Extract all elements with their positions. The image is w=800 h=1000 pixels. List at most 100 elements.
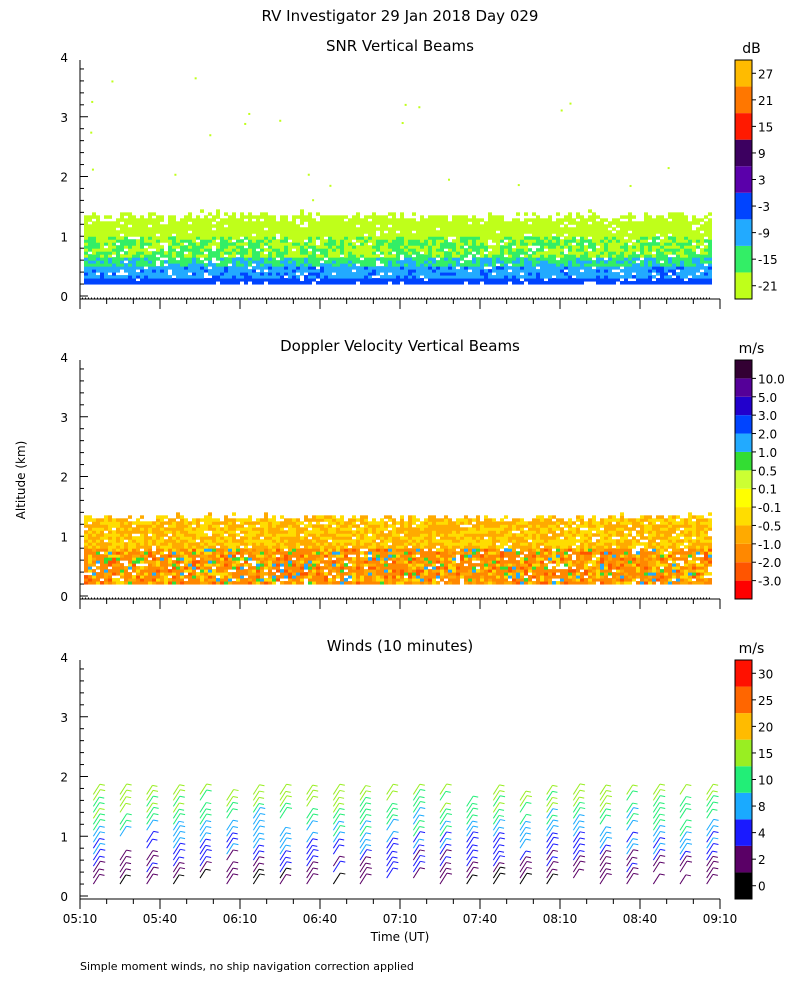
doppler-cell [352,524,356,528]
snr-cell [320,275,324,279]
snr-cell [448,248,452,252]
snr-cell [632,215,636,219]
snr-cell [224,230,228,234]
snr-cell [184,281,188,285]
doppler-cell [300,554,304,558]
snr-cell [620,221,624,225]
doppler-cell [280,521,284,525]
snr-cell [704,275,708,279]
snr-cell [684,221,688,225]
doppler-cell [244,530,248,534]
snr-cell [92,248,96,252]
snr-cell [592,242,596,246]
snr-cell [704,278,708,282]
snr-cell [592,221,596,225]
snr-cell [456,257,460,261]
snr-cell [320,242,324,246]
doppler-cell [96,518,100,522]
snr-cell [396,224,400,228]
snr-cell [576,212,580,216]
doppler-cell [276,569,280,573]
snr-cell [500,218,504,222]
doppler-colorbar-segment [735,507,752,526]
snr-cell [660,242,664,246]
snr-cell [600,233,604,237]
snr-cell [564,254,568,258]
snr-cell [604,263,608,267]
doppler-cell [356,554,360,558]
doppler-cell [304,572,308,576]
doppler-cell [324,527,328,531]
snr-cell [420,278,424,282]
snr-cell [532,251,536,255]
doppler-cell [92,545,96,549]
doppler-cell [196,563,200,567]
doppler-cell [264,548,268,552]
doppler-cell [292,578,296,582]
doppler-cell [364,581,368,585]
snr-cell [316,254,320,258]
snr-cell [332,260,336,264]
snr-cell [508,233,512,237]
figure-title: RV Investigator 29 Jan 2018 Day 029 [262,7,539,25]
snr-cell [428,236,432,240]
doppler-cell [204,524,208,528]
doppler-cell [220,542,224,546]
doppler-cell [252,569,256,573]
snr-cell [276,278,280,282]
snr-cell [480,227,484,231]
snr-cell [692,236,696,240]
snr-cell [540,269,544,273]
doppler-cell [340,563,344,567]
snr-cell [460,254,464,258]
snr-cell [220,245,224,249]
snr-cell [252,281,256,285]
doppler-cell [132,569,136,573]
snr-cell [636,269,640,273]
doppler-cell [296,548,300,552]
snr-cell [220,239,224,243]
snr-cell [440,227,444,231]
snr-cell [580,278,584,282]
snr-cell [520,233,524,237]
doppler-cell [376,575,380,579]
doppler-cell [140,566,144,570]
snr-cell [544,224,548,228]
doppler-cell [96,536,100,540]
snr-cell [312,245,316,249]
snr-cell [312,224,316,228]
snr-cell [108,257,112,261]
snr-cell [232,224,236,228]
snr-cell [148,245,152,249]
snr-cell [272,281,276,285]
snr-cell [528,248,532,252]
snr-cell [504,242,508,246]
snr-cell [344,242,348,246]
snr-cell [148,263,152,267]
snr-cell [88,263,92,267]
snr-cell [200,278,204,282]
doppler-cell [340,572,344,576]
snr-cell [360,260,364,264]
doppler-cell [216,539,220,543]
doppler-cell [164,521,168,525]
snr-cell [460,218,464,222]
doppler-cell [224,524,228,528]
snr-cell [600,248,604,252]
snr-cell [96,257,100,261]
snr-cell [592,269,596,273]
snr-cell [460,248,464,252]
doppler-cell [304,566,308,570]
doppler-cell [92,554,96,558]
snr-cell [672,266,676,270]
snr-cell [92,254,96,258]
snr-cell [224,233,228,237]
snr-cell [440,257,444,261]
snr-cell [240,272,244,276]
snr-cell [524,227,528,231]
snr-cell [180,224,184,228]
snr-cell [680,215,684,219]
snr-cell [612,257,616,261]
snr-cell [260,257,264,261]
snr-cell [404,263,408,267]
